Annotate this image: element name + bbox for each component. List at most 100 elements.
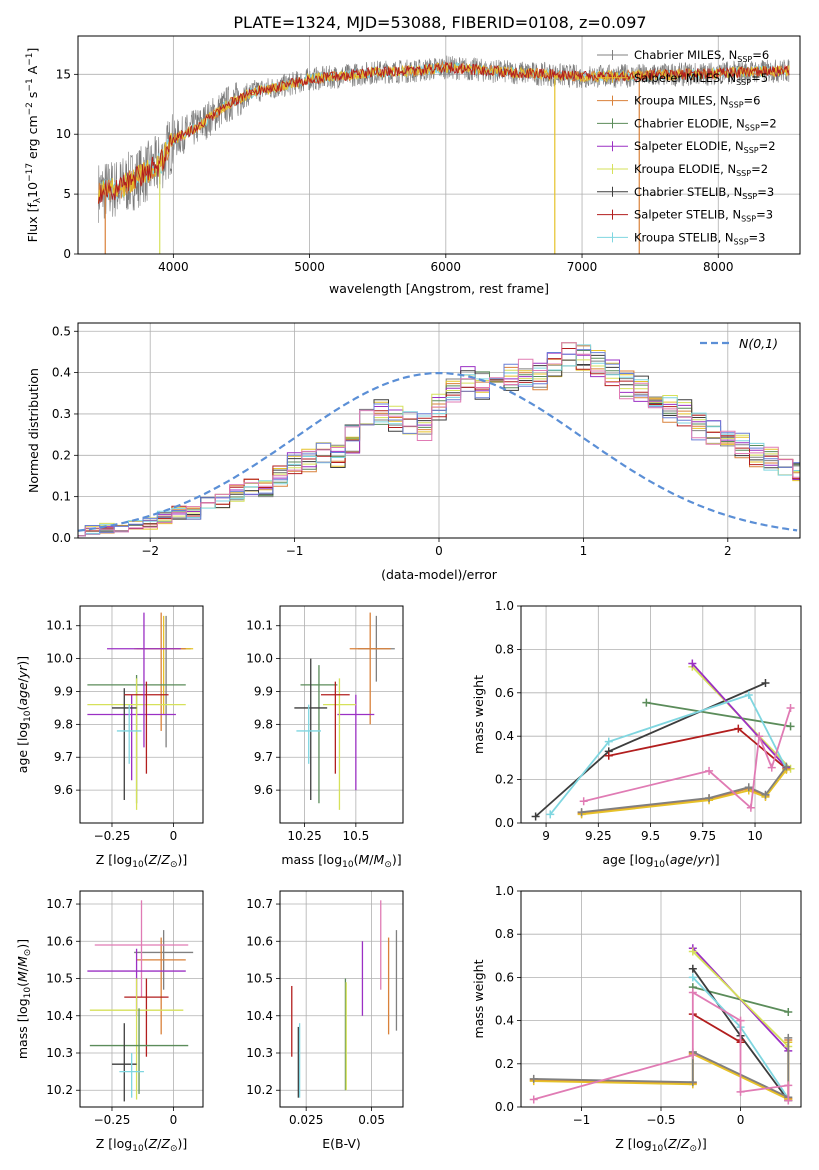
y-tick-label: 0.0 [52,531,71,545]
y-tick-label: 10.0 [246,652,273,666]
axes-frame [79,605,204,824]
weight-series-line [583,707,792,810]
legend-subscript: SSP [737,55,752,64]
x-axis-label: (data-model)/error [381,567,498,582]
weight-point-marker [688,964,697,973]
legend-model-name: Chabrier ELODIE, N [634,116,745,130]
weight-point-marker [688,988,697,997]
y-tick-label: 0.1 [52,490,71,504]
age_vs_mass-plot [294,612,395,810]
histogram-step-line [78,342,800,537]
weight-point-marker [577,808,586,817]
legend-model-name: Kroupa MILES, N [634,94,729,108]
x-tick-label: −0.25 [94,829,131,843]
mass_vs_Z-plot [87,900,194,1102]
legend-label: Chabrier STELIB, NSSP=3 [634,185,774,201]
x-tick-label: 1 [580,544,588,558]
legend-nssp: =2 [751,162,768,176]
y-tick-label: 0.5 [52,324,71,338]
legend-subscript: SSP [729,101,744,110]
legend-model-name: Chabrier STELIB, N [634,185,742,199]
weight-point-marker [784,1081,793,1090]
residuals-panel: −2 −1 0 1 2 0.0 0.1 0.2 0.3 0.4 0.5 N(0,1) (data-mod… [26,322,801,582]
weight_vs_Z-plot [529,944,793,1105]
axes-frame [279,890,404,1108]
x-tick-label: 0 [435,544,443,558]
y-tick-label: 9.6 [54,783,73,797]
weight_vs_age-plot [531,659,795,821]
weight-point-marker [734,724,743,733]
gaussian-curve [78,372,798,532]
legend-label: Kroupa STELIB, NSSP=3 [634,230,765,246]
y-tick-label: 0.4 [52,366,71,380]
y-tick-label: 9.8 [254,717,273,731]
y-tick-label: 0.2 [52,448,71,462]
legend-nssp: =6 [744,94,761,108]
weight-series-line [692,950,789,1048]
y-tick-label: 10 [56,127,71,141]
x-tick-label: 10.5 [342,829,369,843]
legend-nssp: =5 [751,71,768,85]
legend-nssp: =3 [749,230,766,244]
weight_vs_Z-panel: −1 −0.5 0 0.0 0.2 0.4 0.6 0.8 1.0 Z [log10(Z/Z⊙)]… [471,884,802,1154]
axes-frame [77,35,801,255]
legend-label: Salpeter STELIB, NSSP=3 [634,208,773,224]
x-tick-label: 8000 [703,260,734,274]
weight-series-line [646,701,791,728]
legend-label: Chabrier ELODIE, NSSP=2 [634,116,777,132]
x-tick-label: 0.05 [358,1113,385,1127]
y-tick-label: 9.7 [254,750,273,764]
x-tick-label: 9.75 [689,829,716,843]
weight-point-marker [705,794,714,803]
y-tick-label: 5 [63,187,71,201]
legend-nssp: =3 [756,208,773,222]
y-tick-label: 0 [63,247,71,261]
x-tick-label: 0 [170,1113,178,1127]
weight-point-marker [531,812,540,821]
y-tick-label: 0.2 [495,1057,514,1071]
x-tick-label: 6000 [431,260,462,274]
weight-point-marker [604,751,613,760]
y-tick-label: 10.3 [246,1046,273,1060]
y-tick-label: 9.9 [254,684,273,698]
legend-subscript: SSP [742,192,757,201]
y-axis-label: mass weight [471,675,486,754]
mass_vs_ebv-plot [291,900,398,1098]
axes-frame [77,322,801,539]
legend-model-name: Kroupa ELODIE, N [634,162,736,176]
y-tick-label: 10.3 [46,1046,73,1060]
x-tick-label: −1 [286,544,304,558]
y-tick-label: 15 [56,67,71,81]
weight-point-marker [755,732,764,741]
legend-nssp: =6 [752,48,769,62]
weight_vs_age-panel: 9 9.25 9.5 9.75 10 0.0 0.2 0.4 0.6 0.8 1.0 age [log… [471,599,802,870]
y-tick-label: 0.6 [495,686,514,700]
y-tick-label: 9.9 [54,684,73,698]
weight-point-marker [782,762,791,771]
weight-point-marker [744,690,753,699]
weight-point-marker [529,1095,538,1104]
weight-point-marker [642,698,651,707]
x-tick-label: −0.5 [646,1113,675,1127]
axes-frame [520,890,802,1108]
weight-point-marker [705,766,714,775]
x-tick-label: 9.25 [585,829,612,843]
weight-point-marker [579,797,588,806]
x-tick-label: 5000 [294,260,325,274]
weight-point-marker [688,659,697,668]
y-tick-label: 0.0 [495,1100,514,1114]
weight-point-marker [744,783,753,792]
age_vs_Z-panel: −0.25 0 9.6 9.7 9.8 9.9 10.0 10.1 Z [log10(Z/Z⊙)… [15,605,204,870]
axes-frame [279,605,404,824]
weight-point-marker [688,947,697,956]
x-tick-label: 10 [747,829,762,843]
x-axis-label: age [log10(age/yr)] [602,852,719,870]
weight-point-marker [688,1078,697,1087]
spectrum-panel: 4000 5000 6000 7000 8000 0 5 10 15 Chabrier MILES… [25,35,801,296]
figure-title: PLATE=1324, MJD=53088, FIBERID=0108, z=0… [233,13,646,32]
y-tick-label: 10.6 [46,934,73,948]
y-axis-label: Normed distribution [26,368,41,493]
weight-point-marker [784,1007,793,1016]
y-tick-label: 10.2 [46,1083,73,1097]
